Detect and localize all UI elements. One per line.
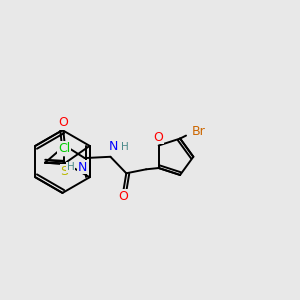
Text: Cl: Cl bbox=[58, 142, 70, 154]
Text: O: O bbox=[119, 190, 129, 203]
Text: S: S bbox=[60, 165, 68, 178]
Text: H: H bbox=[67, 162, 75, 172]
Text: O: O bbox=[153, 131, 163, 144]
Text: N: N bbox=[77, 161, 87, 174]
Text: Br: Br bbox=[192, 125, 206, 138]
Text: N: N bbox=[108, 140, 118, 153]
Text: H: H bbox=[122, 142, 129, 152]
Text: O: O bbox=[58, 116, 68, 129]
